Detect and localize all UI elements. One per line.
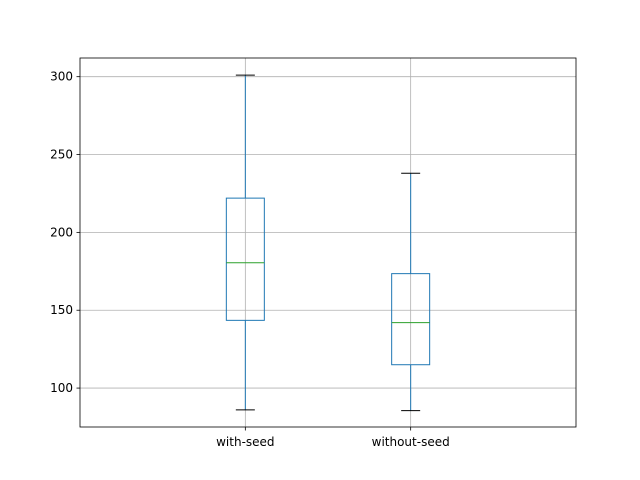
x-tick-label: with-seed (216, 435, 274, 449)
box-series (225, 74, 431, 412)
y-axis-ticks: 100 150 200 250 300 (50, 70, 80, 395)
y-tick-label: 300 (50, 70, 73, 84)
x-tick-label: without-seed (372, 435, 450, 449)
y-tick-label: 200 (50, 225, 73, 239)
y-tick-label: 100 (50, 381, 73, 395)
x-axis-ticks: with-seed without-seed (216, 427, 450, 449)
box-iqr (225, 197, 265, 321)
y-tick-label: 250 (50, 148, 73, 162)
box-iqr (391, 273, 431, 366)
box-without-seed (391, 172, 431, 412)
axes-frame (79, 57, 577, 428)
y-tick-label: 150 (50, 303, 73, 317)
box-with-seed (225, 74, 265, 411)
